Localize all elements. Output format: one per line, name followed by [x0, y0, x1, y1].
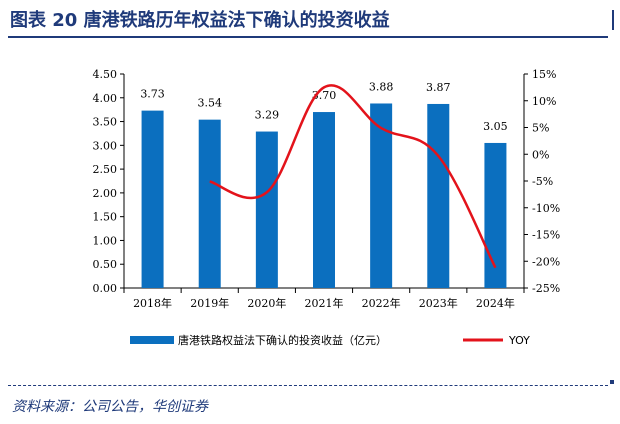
left-tick-label: 4.00 — [93, 92, 118, 105]
right-tick-label: 10% — [532, 95, 556, 108]
x-tick-label: 2022年 — [362, 296, 401, 310]
left-tick-label: 2.50 — [93, 163, 118, 176]
x-tick-label: 2023年 — [419, 296, 458, 310]
bar — [255, 131, 278, 288]
x-tick-label: 2020年 — [247, 296, 286, 310]
source-note: 资料来源：公司公告，华创证券 — [12, 399, 208, 415]
right-tick-label: -15% — [532, 229, 560, 242]
bar-value-label: 3.73 — [140, 88, 165, 101]
right-tick-label: -25% — [532, 282, 560, 295]
x-tick-label: 2018年 — [133, 296, 172, 310]
legend: 唐港铁路权益法下确认的投资收益（亿元） YOY — [130, 333, 530, 347]
left-tick-label: 1.50 — [93, 211, 118, 224]
bar — [427, 103, 450, 289]
bar-value-label: 3.05 — [483, 120, 508, 133]
bar — [370, 103, 393, 289]
right-tick-label: -20% — [532, 255, 560, 268]
left-tick-label: 0.00 — [93, 282, 118, 295]
yoy-line-series — [209, 84, 497, 269]
source-divider — [8, 385, 608, 387]
edge-marker — [612, 10, 620, 30]
legend-label-bar: 唐港铁路权益法下确认的投资收益（亿元） — [178, 333, 387, 347]
left-tick-label: 3.50 — [93, 116, 118, 129]
chart-title: 图表 20 唐港铁路历年权益法下确认的投资收益 — [10, 10, 390, 31]
right-tick-label: 0% — [532, 148, 549, 161]
right-tick-label: 15% — [532, 68, 556, 81]
legend-swatch-bar — [130, 336, 174, 344]
right-tick-label: -10% — [532, 202, 560, 215]
chart: 0.00 0.50 1.00 1.50 2.00 2.50 3.00 3.50 4.00 4.50… — [93, 68, 561, 347]
bar — [484, 142, 507, 288]
bar-value-label: 3.29 — [255, 109, 280, 122]
bar — [141, 110, 164, 289]
left-tick-label: 2.00 — [93, 187, 118, 200]
bar — [313, 112, 335, 289]
left-tick-label: 4.50 — [93, 68, 118, 81]
axes: 0.00 0.50 1.00 1.50 2.00 2.50 3.00 3.50 4.00 4.50… — [93, 68, 561, 310]
left-tick-label: 3.00 — [93, 139, 118, 152]
bar-value-label: 3.87 — [426, 81, 451, 94]
yoy-line — [209, 84, 497, 269]
bar-series: 3.733.543.293.703.88 3.873.05 — [140, 80, 508, 289]
left-tick-label: 1.00 — [93, 234, 118, 247]
bar-value-label: 3.54 — [197, 97, 222, 110]
title-divider — [8, 36, 608, 38]
bar — [198, 119, 221, 288]
x-tick-label: 2021年 — [305, 296, 344, 310]
left-tick-label: 0.50 — [93, 258, 118, 271]
right-tick-label: 5% — [532, 122, 549, 135]
x-tick-label: 2019年 — [190, 296, 229, 310]
corner-marker — [610, 380, 614, 384]
legend-label-line: YOY — [508, 334, 530, 347]
right-tick-label: -5% — [532, 175, 553, 188]
x-tick-label: 2024年 — [476, 296, 515, 310]
bar-value-label: 3.88 — [369, 80, 394, 93]
